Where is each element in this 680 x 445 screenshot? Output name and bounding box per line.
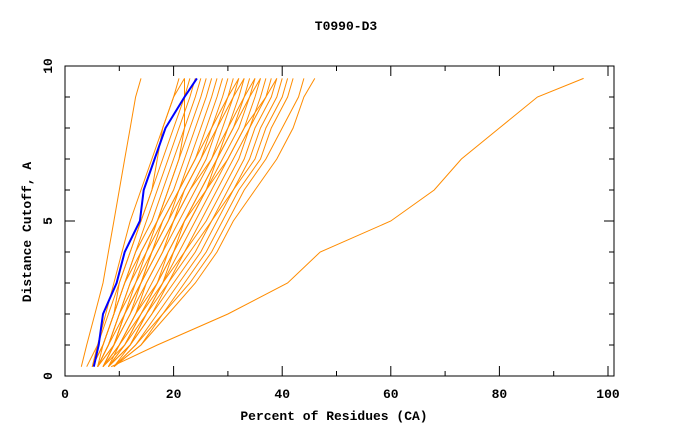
series-line-28 [102, 78, 278, 368]
series-line-7 [91, 78, 202, 367]
highlight-series-line [92, 77, 198, 367]
x-tick-label: 100 [596, 387, 620, 402]
series-line-19 [108, 78, 267, 368]
series-line-0 [80, 78, 142, 367]
series-line-26 [113, 78, 316, 368]
x-tick-label: 60 [383, 387, 399, 402]
series-line-14 [102, 78, 240, 368]
series-line-17 [102, 78, 256, 368]
x-tick-label: 40 [274, 387, 290, 402]
series-line-31 [97, 78, 245, 368]
y-tick-label: 5 [41, 217, 56, 225]
plot-lines [80, 77, 584, 368]
y-axis-label: Distance Cutoff, A [20, 162, 35, 303]
x-tick-label: 0 [61, 387, 69, 402]
x-tick-label: 80 [492, 387, 508, 402]
series-line-23 [113, 78, 289, 368]
y-tick-label: 10 [41, 58, 56, 74]
series-line-29 [97, 78, 240, 367]
y-tick-label: 0 [41, 372, 56, 380]
x-tick-label: 20 [166, 387, 182, 402]
x-axis-label: Percent of Residues (CA) [240, 409, 427, 424]
plot-frame [64, 65, 615, 377]
series-line-1 [110, 77, 584, 368]
series-line-22 [113, 78, 283, 368]
series-line-15 [102, 78, 245, 368]
chart-title: T0990-D3 [315, 19, 378, 34]
series-line-6 [97, 78, 196, 367]
series-line-24 [113, 78, 294, 368]
axis-ticks: 0 20 40 60 80 100 0 5 10 [41, 58, 620, 402]
series-line-25 [113, 78, 305, 368]
